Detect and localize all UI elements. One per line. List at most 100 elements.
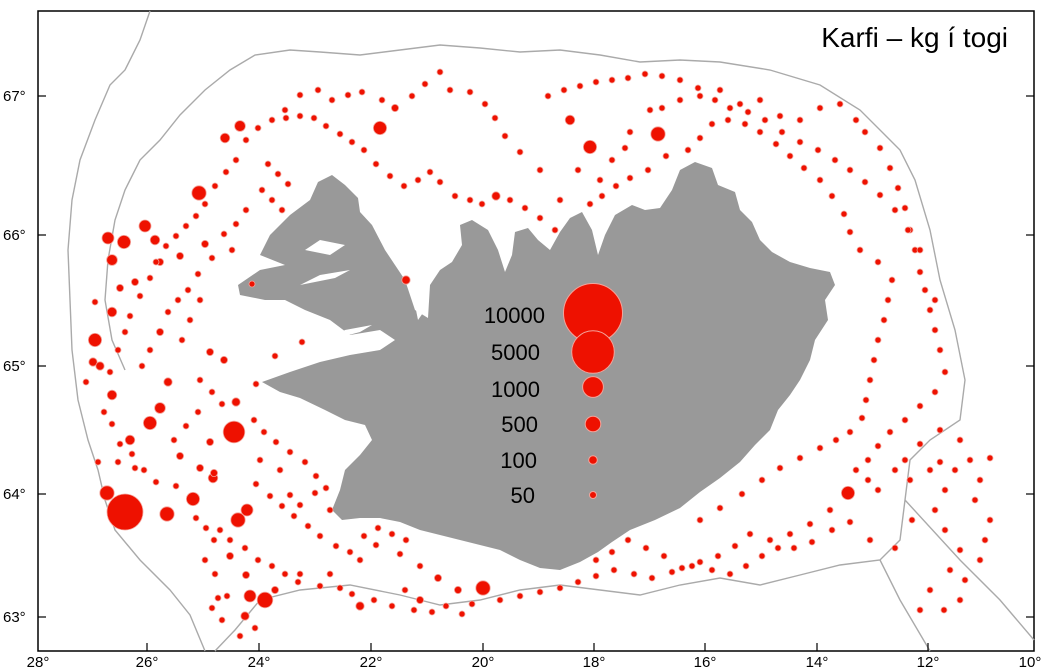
catch-bubble <box>374 524 382 532</box>
catch-bubble <box>790 544 798 552</box>
catch-bubble <box>388 602 396 610</box>
iceland-landmass <box>238 162 835 570</box>
catch-bubble <box>644 166 652 174</box>
catch-bubble <box>841 485 856 500</box>
catch-bubble <box>956 596 964 604</box>
catch-bubble <box>254 556 262 564</box>
catch-bubble <box>796 138 804 146</box>
catch-bubble <box>951 466 959 474</box>
catch-bubble <box>608 156 616 164</box>
catch-bubble <box>140 466 148 474</box>
catch-bubble <box>370 596 378 604</box>
catch-bubble <box>210 536 218 544</box>
catch-bubble <box>175 451 184 460</box>
catch-bubble <box>304 522 312 530</box>
catch-bubble <box>138 362 146 370</box>
catch-bubble <box>201 200 209 208</box>
catch-bubble <box>976 556 984 564</box>
catch-bubble <box>746 530 754 538</box>
catch-bubble <box>586 200 594 208</box>
catch-bubble <box>114 346 122 354</box>
catch-bubble <box>936 426 944 434</box>
catch-bubble <box>258 186 266 194</box>
catch-bubble <box>738 490 746 498</box>
catch-bubble <box>296 112 304 120</box>
catch-bubble <box>310 114 318 122</box>
catch-bubble <box>182 222 190 230</box>
catch-bubble <box>931 388 939 396</box>
catch-bubble <box>91 298 99 306</box>
lat-label-66: 66° <box>3 227 26 244</box>
catch-bubble <box>874 258 882 266</box>
catch-bubble <box>99 485 115 501</box>
catch-bubble <box>774 544 782 552</box>
catch-bubble <box>776 112 784 120</box>
catch-bubble <box>88 332 103 347</box>
catch-bubble <box>378 96 386 104</box>
catch-bubble <box>436 68 444 76</box>
legend-bubble <box>584 415 602 433</box>
catch-bubble <box>226 536 234 544</box>
catch-bubble <box>874 336 882 344</box>
catch-bubble <box>592 572 600 580</box>
catch-bubble <box>410 606 418 614</box>
catch-bubble <box>106 389 118 401</box>
catch-bubble <box>396 550 404 558</box>
catch-bubble <box>274 170 282 178</box>
southeast-contour <box>879 559 931 652</box>
lon-label-26: 26° <box>136 654 159 669</box>
catch-bubble <box>936 458 944 466</box>
catch-bubble <box>100 408 108 416</box>
catch-bubble <box>136 292 144 300</box>
lon-label-16: 16° <box>694 654 717 669</box>
catch-bubble <box>741 120 749 128</box>
catch-bubble <box>314 86 322 94</box>
catch-bubble <box>192 212 200 220</box>
catch-bubble <box>592 556 600 564</box>
catch-bubble <box>926 466 934 474</box>
catch-bubble <box>646 106 654 114</box>
catch-bubble <box>146 346 154 354</box>
catch-bubble <box>536 214 544 222</box>
catch-bubble <box>986 454 994 462</box>
catch-bubble <box>708 120 716 128</box>
catch-bubble <box>451 192 459 200</box>
catch-bubble <box>676 96 684 104</box>
catch-bubble <box>621 144 629 152</box>
catch-bubble <box>846 428 854 436</box>
catch-bubble <box>916 440 924 448</box>
catch-bubble <box>870 356 878 364</box>
catch-bubble <box>252 480 260 488</box>
catch-bubble <box>446 86 454 94</box>
catch-bubble <box>832 436 840 444</box>
catch-bubble <box>458 610 466 618</box>
catch-bubble <box>428 608 436 616</box>
catch-bubble <box>218 400 226 408</box>
catch-bubble <box>852 116 860 124</box>
catch-bubble <box>852 466 860 474</box>
catch-bubble <box>888 276 896 284</box>
catch-bubble <box>931 506 939 514</box>
catch-bubble <box>121 328 129 336</box>
catch-bubble <box>874 442 882 450</box>
catch-bubble <box>716 86 724 94</box>
legend-bubble <box>589 491 597 499</box>
catch-bubble <box>744 108 752 116</box>
catch-bubble <box>908 516 916 524</box>
catch-bubble <box>808 538 816 546</box>
catch-bubble <box>138 219 152 233</box>
catch-bubble <box>268 562 276 570</box>
catch-bubble <box>592 78 600 86</box>
catch-bubble <box>858 414 866 422</box>
lon-labels: 28° 26° 24° 22° 20° 18° 16° 14° 12° 10° <box>27 654 1042 669</box>
catch-bubble <box>128 450 136 458</box>
catch-bubble <box>194 408 202 416</box>
catch-bubble <box>298 338 306 346</box>
catch-bubble <box>326 506 334 514</box>
catch-bubble <box>981 536 989 544</box>
catch-bubble <box>778 128 786 136</box>
catch-bubble <box>826 506 834 514</box>
catch-bubble <box>348 138 356 146</box>
catch-bubble <box>816 444 824 452</box>
